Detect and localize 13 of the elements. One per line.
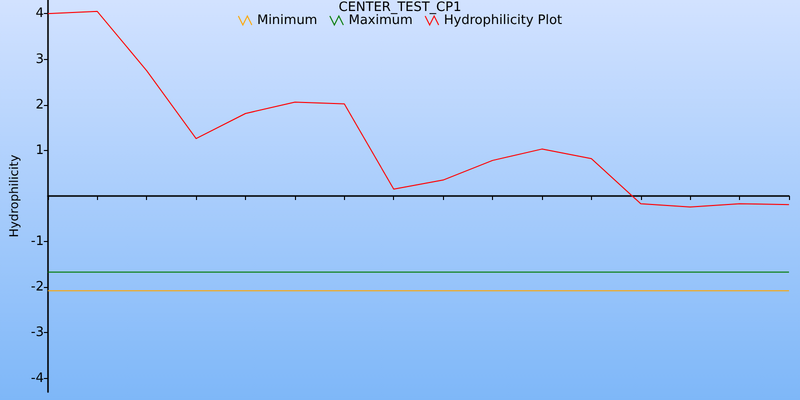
y-tick-label: 3 <box>36 52 44 67</box>
y-tick-label: -2 <box>30 280 44 295</box>
y-tick-label: 2 <box>36 97 44 112</box>
chart-title: CENTER_TEST_CP1 <box>338 0 462 15</box>
y-tick-label: -1 <box>30 234 44 250</box>
y-tick-label: -4 <box>30 370 44 386</box>
legend-label: Hydrophilicity Plot <box>444 13 562 28</box>
y-tick-label: -3 <box>30 325 44 340</box>
y-axis-title: Hydrophilicity <box>7 154 21 238</box>
y-tick-label: 4 <box>36 6 44 22</box>
y-tick-label: 1 <box>36 142 44 158</box>
legend-label: Minimum <box>257 13 318 28</box>
legend-label: Maximum <box>348 13 413 28</box>
